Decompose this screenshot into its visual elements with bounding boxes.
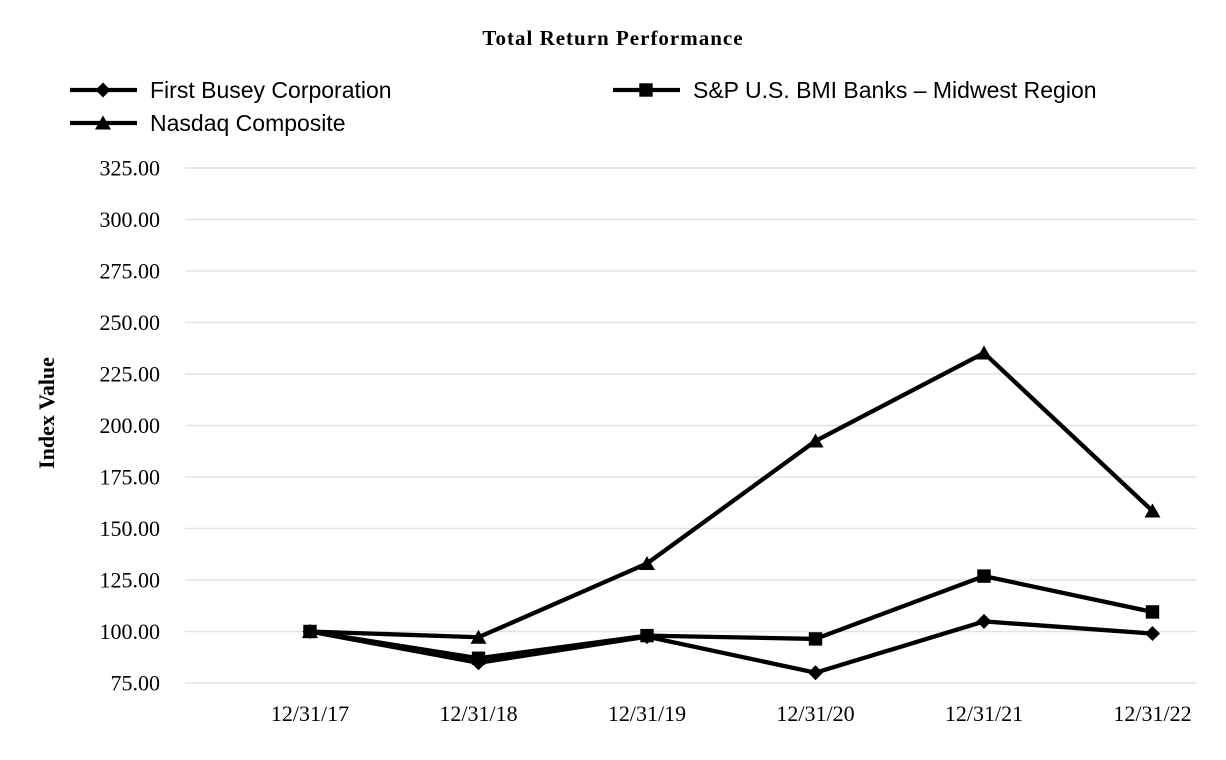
- chart-title: Total Return Performance: [482, 26, 744, 50]
- triangle-marker-icon: [1144, 503, 1161, 518]
- square-marker-icon: [1145, 605, 1160, 619]
- legend-item-sp-bmi-banks: S&P U.S. BMI Banks – Midwest Region: [613, 77, 1097, 103]
- legend-item-nasdaq: Nasdaq Composite: [70, 110, 346, 136]
- x-axis-tick-label: 12/31/18: [439, 701, 517, 726]
- y-axis-tick-label: 150.00: [100, 516, 161, 541]
- y-axis-tick-label: 125.00: [100, 568, 161, 593]
- y-axis-tick-label: 225.00: [100, 362, 161, 387]
- square-marker-icon: [977, 569, 991, 583]
- triangle-marker-icon: [976, 345, 992, 360]
- series-line-nasdaq-composite: [309, 350, 1154, 640]
- y-axis-tick-label: 75.00: [111, 671, 161, 696]
- square-marker-icon: [640, 628, 654, 643]
- square-marker-icon: [639, 83, 653, 97]
- triangle-marker-icon: [95, 115, 111, 130]
- y-axis-tick-label: 100.00: [100, 619, 161, 644]
- diamond-marker-icon: [1145, 626, 1160, 642]
- y-axis-tick-label: 325.00: [100, 156, 161, 181]
- series-line-s-p-u-s-bmi-banks-midwest-region: [309, 573, 1153, 661]
- triangle-marker-icon: [470, 629, 487, 644]
- diamond-marker-icon: [976, 613, 992, 629]
- x-axis-tick-label: 12/31/17: [271, 701, 349, 726]
- y-axis-tick-label: 200.00: [100, 413, 161, 438]
- x-axis-tick-label: 12/31/20: [776, 701, 854, 726]
- legend-label-sp-bmi-banks: S&P U.S. BMI Banks – Midwest Region: [693, 77, 1097, 103]
- legend-label-first-busey: First Busey Corporation: [150, 77, 392, 103]
- y-axis-tick-label: 275.00: [100, 259, 161, 284]
- square-marker-icon: [471, 651, 486, 665]
- triangle-marker-icon: [70, 115, 137, 130]
- y-axis-tick-label: 300.00: [100, 207, 161, 232]
- series-line-first-busey-corporation: [309, 619, 1153, 675]
- legend-label-nasdaq: Nasdaq Composite: [150, 110, 346, 136]
- diamond-marker-icon: [808, 665, 823, 681]
- diamond-marker-icon: [95, 82, 111, 98]
- x-axis-tick-label: 12/31/22: [1113, 701, 1191, 726]
- y-axis-tick-label: 175.00: [100, 465, 161, 490]
- square-marker-icon: [613, 83, 680, 97]
- triangle-marker-icon: [639, 556, 655, 571]
- y-axis-tick-label: 250.00: [100, 310, 161, 335]
- legend-item-first-busey: First Busey Corporation: [70, 77, 392, 103]
- x-axis-tick-label: 12/31/21: [945, 701, 1023, 726]
- square-marker-icon: [303, 624, 317, 639]
- diamond-marker-icon: [70, 82, 137, 98]
- square-marker-icon: [808, 632, 823, 646]
- triangle-marker-icon: [807, 433, 824, 448]
- x-axis-tick-label: 12/31/19: [608, 701, 686, 726]
